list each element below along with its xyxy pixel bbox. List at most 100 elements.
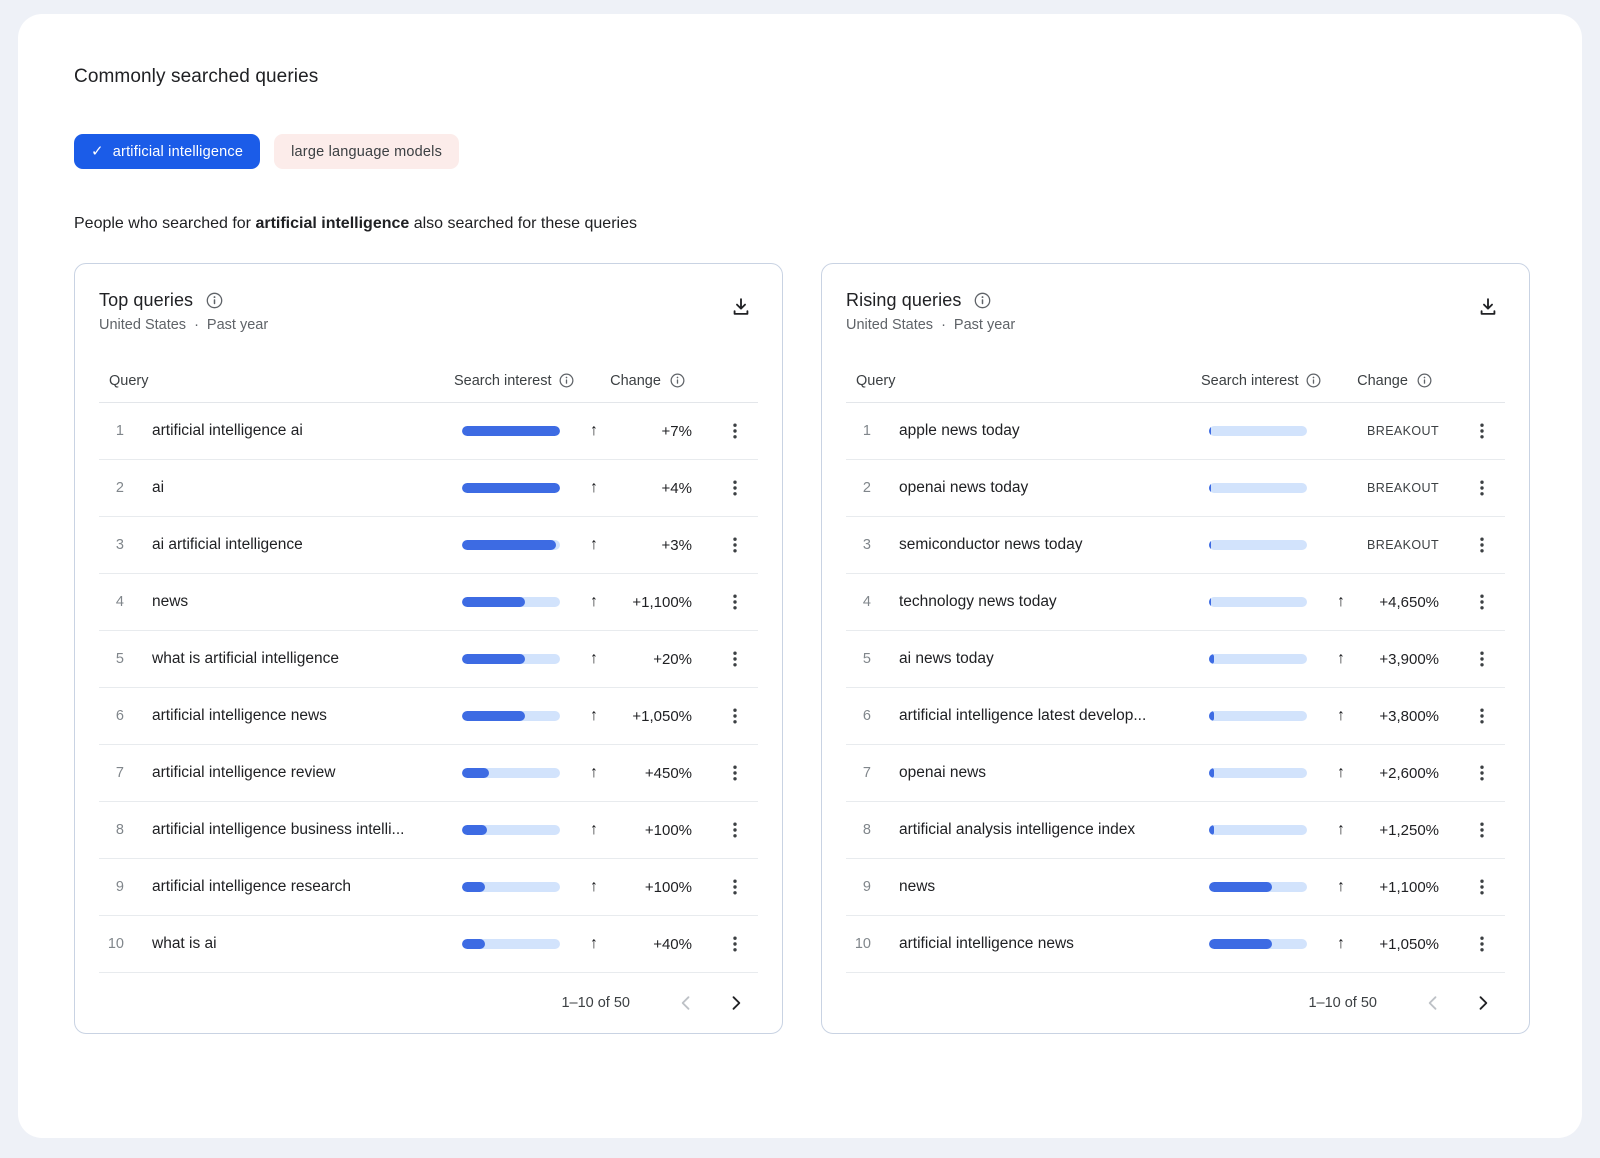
- row-menu-button[interactable]: [1462, 696, 1502, 736]
- row-query[interactable]: what is ai: [152, 935, 217, 952]
- row-rank: 2: [862, 480, 871, 496]
- info-button[interactable]: [668, 371, 688, 391]
- download-button[interactable]: [1471, 290, 1505, 324]
- search-interest-fill: [1209, 882, 1272, 892]
- row-rank: 6: [862, 708, 871, 724]
- row-menu-button[interactable]: [715, 582, 755, 622]
- row-menu-button[interactable]: [715, 639, 755, 679]
- row-query[interactable]: openai news today: [899, 479, 1029, 496]
- info-button[interactable]: [972, 291, 992, 311]
- row-query[interactable]: openai news: [899, 764, 987, 781]
- row-rank: 8: [115, 822, 124, 838]
- row-query[interactable]: what is artificial intelligence: [152, 650, 339, 667]
- row-query[interactable]: artificial analysis intelligence index: [899, 821, 1136, 838]
- chip-large-language-models[interactable]: large language models: [274, 134, 460, 169]
- row-change: ↑ +40%: [560, 935, 712, 953]
- row-change: ↑ +4%: [560, 479, 712, 497]
- row-query[interactable]: apple news today: [899, 422, 1020, 439]
- kebab-icon: [1480, 765, 1484, 781]
- prev-page-button[interactable]: [666, 983, 706, 1023]
- row-rank: 5: [115, 651, 124, 667]
- row-query[interactable]: technology news today: [899, 593, 1057, 610]
- next-page-button[interactable]: [716, 983, 756, 1023]
- kebab-icon: [733, 651, 737, 667]
- change-value: +4%: [661, 479, 692, 497]
- row-menu-button[interactable]: [715, 924, 755, 964]
- row-query[interactable]: semiconductor news today: [899, 536, 1083, 553]
- row-query[interactable]: ai artificial intelligence: [152, 536, 303, 553]
- row-query[interactable]: ai: [152, 479, 165, 496]
- row-rank: 4: [115, 594, 124, 610]
- table-body: 1 artificial intelligence ai ↑ +7% 2 ai …: [99, 403, 758, 973]
- change-value: +3,900%: [1379, 650, 1439, 668]
- row-menu-button[interactable]: [1462, 753, 1502, 793]
- search-interest-fill: [462, 825, 488, 835]
- info-icon: [559, 373, 574, 388]
- row-menu-button[interactable]: [1462, 468, 1502, 508]
- up-arrow-icon: ↑: [1337, 878, 1345, 895]
- prev-page-button[interactable]: [1413, 983, 1453, 1023]
- row-change: ↑ +7%: [560, 422, 712, 440]
- row-query[interactable]: artificial intelligence business intelli…: [152, 821, 405, 838]
- change-value: BREAKOUT: [1367, 424, 1439, 438]
- row-query[interactable]: artificial intelligence ai: [152, 422, 303, 439]
- row-rank: 7: [862, 765, 871, 781]
- row-query[interactable]: artificial intelligence latest develop..…: [899, 707, 1147, 724]
- kebab-icon: [733, 936, 737, 952]
- chevron-left-icon: [1428, 996, 1437, 1010]
- table-body: 1 apple news today BREAKOUT 2 openai new…: [846, 403, 1505, 973]
- row-rank: 6: [115, 708, 124, 724]
- query-cards: Top queries United States · Past ye: [74, 263, 1530, 1034]
- row-query[interactable]: artificial intelligence review: [152, 764, 336, 781]
- row-query[interactable]: artificial intelligence research: [152, 878, 352, 895]
- up-arrow-icon: ↑: [1337, 650, 1345, 667]
- info-button[interactable]: [1306, 371, 1321, 391]
- top-queries-card: Top queries United States · Past ye: [74, 263, 783, 1034]
- row-change: ↑ +1,100%: [1307, 878, 1459, 896]
- column-header-query: Query: [856, 372, 896, 389]
- row-query[interactable]: artificial intelligence news: [899, 935, 1074, 952]
- row-menu-button[interactable]: [715, 468, 755, 508]
- kebab-icon: [733, 480, 737, 496]
- row-query[interactable]: artificial intelligence news: [152, 707, 327, 724]
- chip-artificial-intelligence[interactable]: ✓ artificial intelligence: [74, 134, 261, 169]
- row-menu-button[interactable]: [1462, 867, 1502, 907]
- row-change: ↑ +1,050%: [560, 707, 712, 725]
- row-menu-button[interactable]: [715, 525, 755, 565]
- row-menu-button[interactable]: [715, 696, 755, 736]
- row-menu-button[interactable]: [1462, 639, 1502, 679]
- search-interest-bar: [1209, 540, 1307, 550]
- info-icon: [1417, 373, 1432, 388]
- change-value: +1,050%: [1379, 935, 1439, 953]
- row-menu-button[interactable]: [715, 867, 755, 907]
- row-change: ↑ +3%: [560, 536, 712, 554]
- row-menu-button[interactable]: [1462, 411, 1502, 451]
- search-interest-bar: [1209, 483, 1307, 493]
- next-page-button[interactable]: [1463, 983, 1503, 1023]
- search-interest-bar: [462, 711, 560, 721]
- table-row: 5 what is artificial intelligence ↑ +20%: [99, 631, 758, 688]
- row-change: BREAKOUT: [1307, 424, 1459, 438]
- info-button[interactable]: [1415, 371, 1435, 391]
- row-query[interactable]: news: [152, 593, 189, 610]
- row-menu-button[interactable]: [715, 753, 755, 793]
- row-rank: 8: [862, 822, 871, 838]
- row-menu-button[interactable]: [1462, 924, 1502, 964]
- row-change: BREAKOUT: [1307, 538, 1459, 552]
- kebab-icon: [733, 822, 737, 838]
- row-query[interactable]: ai news today: [899, 650, 994, 667]
- search-interest-fill: [462, 597, 525, 607]
- row-menu-button[interactable]: [715, 411, 755, 451]
- row-query[interactable]: news: [899, 878, 936, 895]
- download-button[interactable]: [724, 290, 758, 324]
- row-menu-button[interactable]: [1462, 525, 1502, 565]
- row-menu-button[interactable]: [1462, 810, 1502, 850]
- info-button[interactable]: [559, 371, 574, 391]
- row-menu-button[interactable]: [1462, 582, 1502, 622]
- table-row: 1 artificial intelligence ai ↑ +7%: [99, 403, 758, 460]
- check-icon: ✓: [91, 143, 104, 160]
- info-button[interactable]: [204, 291, 224, 311]
- row-menu-button[interactable]: [715, 810, 755, 850]
- table-row: 2 ai ↑ +4%: [99, 460, 758, 517]
- column-header-interest: Search interest: [454, 371, 574, 391]
